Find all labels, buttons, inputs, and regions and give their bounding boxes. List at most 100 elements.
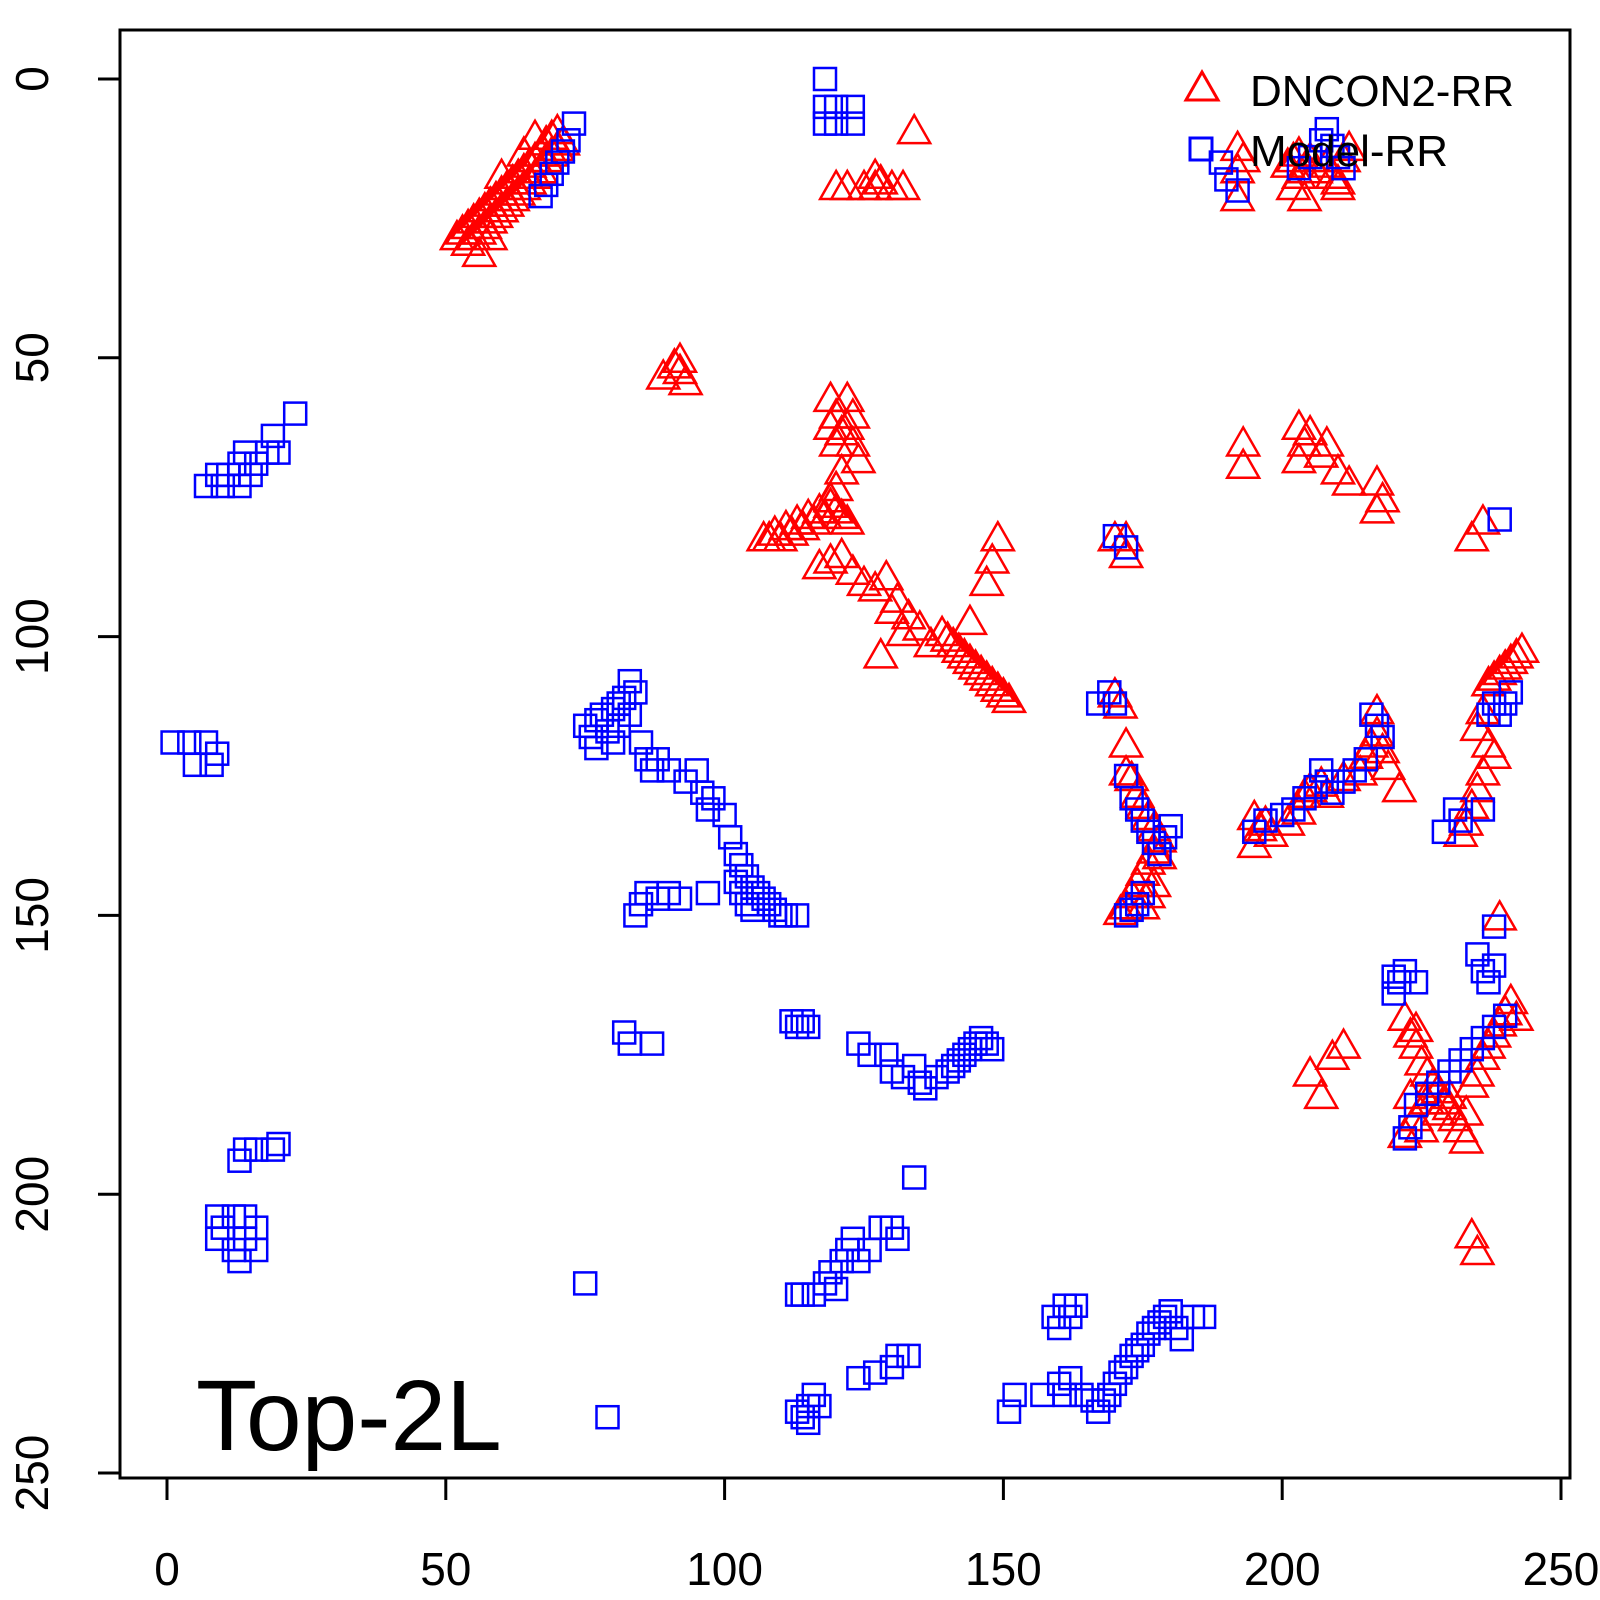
data-points [160, 66, 1541, 1436]
model-rr-point [1481, 914, 1507, 939]
dncon2-rr-point [1219, 179, 1256, 212]
dncon2-rr-point [823, 413, 860, 446]
panel-label: Top-2L [196, 1360, 502, 1472]
model-rr-point [1102, 691, 1128, 716]
model-rr-point [282, 401, 308, 426]
dncon2-rr-point [1314, 1038, 1351, 1071]
dncon2-rr-point [896, 112, 933, 145]
model-rr-point [846, 1365, 871, 1391]
dncon2-rr-point [1464, 692, 1502, 725]
dncon2-rr-point [968, 659, 1005, 691]
dncon2-rr-point [1225, 447, 1262, 479]
dncon2-rr-point [862, 636, 899, 669]
dncon2-rr-point [1308, 424, 1345, 457]
dncon2-rr-point [845, 564, 883, 597]
model-rr-point [1191, 1304, 1217, 1330]
model-rr-point [1470, 797, 1496, 822]
dncon2-rr-point [1386, 1116, 1424, 1149]
model-rr-point [160, 730, 185, 755]
dncon2-rr-point [879, 581, 916, 613]
dncon2-rr-point [1498, 999, 1535, 1032]
model-rr-point [1052, 1382, 1077, 1408]
model-rr-point [1158, 813, 1183, 839]
dncon2-rr-point [1487, 647, 1524, 680]
model-rr-point [812, 66, 838, 92]
dncon2-rr-point [1291, 1055, 1329, 1087]
dncon2-rr-point [979, 670, 1016, 703]
model-rr-point [901, 1165, 927, 1190]
model-rr-point [1208, 150, 1234, 175]
model-rr-point [896, 1343, 921, 1369]
dncon2-rr-point [812, 380, 849, 413]
model-rr-point [885, 1226, 910, 1252]
y-tick-label: 200 [6, 1156, 58, 1233]
y-tick-label: 50 [6, 332, 58, 383]
x-tick-label: 200 [1244, 1543, 1321, 1595]
dncon2-rr-point [1358, 692, 1396, 725]
legend-label-dncon2-rr: DNCON2-RR [1250, 67, 1514, 116]
dncon2-rr-point [1325, 1027, 1362, 1059]
dncon2-rr-point [940, 631, 977, 664]
model-rr-point [572, 1271, 598, 1296]
dncon2-rr-point [1319, 168, 1357, 201]
dncon2-rr-point [862, 162, 899, 195]
model-rr-point [177, 730, 202, 755]
dncon2-rr-point [812, 542, 849, 574]
dncon2-rr-point [935, 625, 972, 658]
model-rr-point [907, 1070, 933, 1095]
dncon2-rr-point [472, 201, 509, 234]
y-tick-label: 250 [6, 1435, 58, 1512]
model-rr-point [1147, 841, 1172, 867]
dncon2-rr-point [667, 363, 704, 396]
model-rr-point [857, 1042, 882, 1068]
model-rr-point [1331, 155, 1356, 181]
model-rr-point [1314, 116, 1340, 142]
dncon2-rr-point [962, 653, 1000, 686]
dncon2-rr-point [1369, 748, 1407, 781]
dncon2-rr-point [494, 179, 531, 212]
dncon2-rr-point [539, 129, 576, 162]
dncon2-rr-point [1107, 536, 1145, 569]
dncon2-rr-point [449, 224, 487, 256]
dncon2-rr-point [868, 558, 905, 591]
model-rr-point [595, 1404, 620, 1430]
dncon2-rr-point [500, 174, 537, 206]
model-rr-point [1113, 903, 1139, 928]
dncon2-rr-point [912, 625, 950, 658]
dncon2-rr-point [488, 185, 526, 217]
model-rr-point [266, 440, 291, 465]
dncon2-rr-point [1303, 1077, 1340, 1110]
model-rr-point [979, 1036, 1005, 1062]
series-model-rr [160, 66, 1524, 1436]
dncon2-rr-point [1470, 664, 1507, 697]
model-rr-point [561, 111, 587, 136]
dncon2-rr-point [1358, 463, 1396, 496]
model-rr-point [795, 1014, 821, 1040]
model-rr-point [1370, 724, 1395, 750]
dncon2-rr-point [840, 441, 877, 474]
dncon2-rr-point [656, 346, 693, 379]
dncon2-rr-point [1286, 424, 1323, 457]
dncon2-rr-point [817, 168, 855, 201]
model-rr-point [996, 1399, 1022, 1424]
model-rr-point [1113, 535, 1139, 560]
model-rr-point [1492, 1003, 1518, 1029]
dncon2-rr-point [957, 647, 994, 680]
dncon2-rr-point [1448, 1121, 1485, 1154]
dncon2-rr-point [1286, 179, 1323, 212]
dncon2-rr-point [477, 196, 515, 229]
model-rr-point [1353, 747, 1379, 772]
dncon2-rr-point [1464, 502, 1502, 535]
model-rr-point [182, 752, 208, 778]
model-rr-point [260, 423, 286, 449]
x-tick-label: 0 [154, 1543, 180, 1595]
dncon2-rr-point [645, 358, 682, 390]
model-rr-point [790, 1009, 815, 1034]
dncon2-rr-point [1453, 519, 1490, 552]
model-rr-point [795, 1410, 821, 1436]
dncon2-rr-point [823, 452, 860, 485]
x-axis: 0 50 100 150 200 250 [154, 1476, 1600, 1595]
x-tick-label: 250 [1523, 1543, 1600, 1595]
model-rr-point [840, 111, 866, 136]
series-dncon2-rr [438, 112, 1541, 1266]
